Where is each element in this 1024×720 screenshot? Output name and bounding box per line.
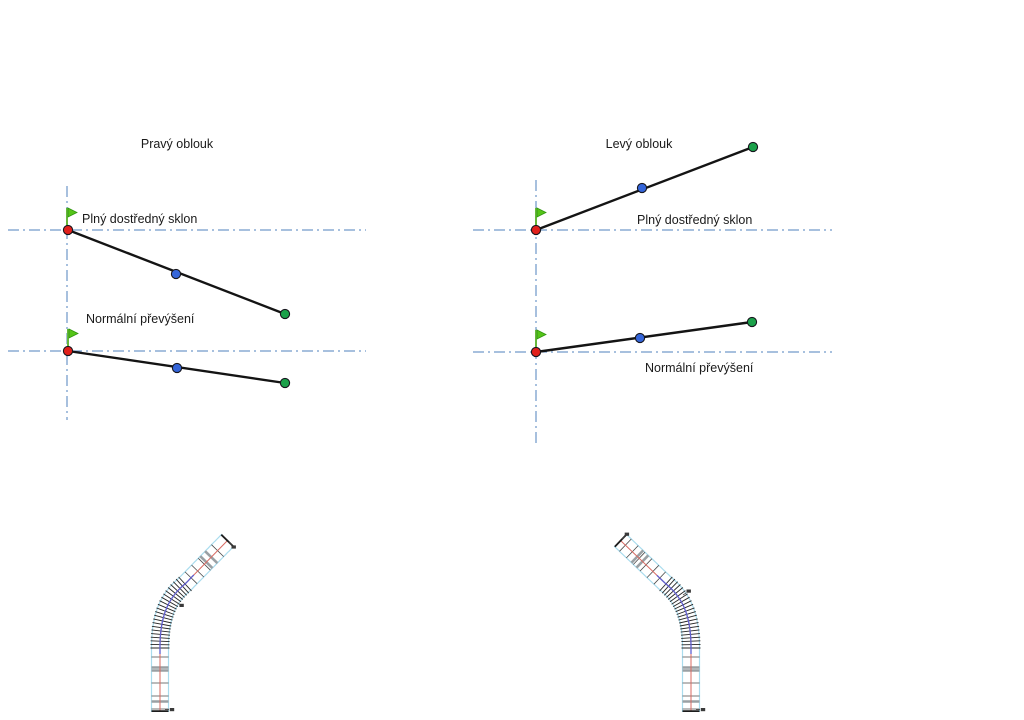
flag-pennant-icon: [536, 329, 547, 340]
road-edge-inner: [613, 545, 684, 712]
row-label: Normální převýšení: [86, 312, 195, 326]
start-grip-point[interactable]: [530, 224, 542, 236]
panel-title: Levý oblouk: [606, 137, 673, 151]
station-label-mark: [624, 532, 630, 536]
right-curve-panel-normal-crossfall: Normální převýšení: [8, 312, 366, 389]
station-label-mark: [686, 589, 691, 593]
station-label-mark: [179, 603, 184, 607]
flag-pennant-icon: [67, 207, 78, 218]
left-curve-panel-normal-crossfall: Normální převýšení: [473, 316, 832, 375]
end-grip-point[interactable]: [279, 377, 291, 389]
right-curve-panel-full-superelevation: Plný dostředný sklon: [8, 207, 366, 320]
road-edge-outer: [167, 545, 235, 712]
row-label: Plný dostředný sklon: [82, 212, 197, 226]
station-label-mark: [231, 545, 236, 549]
right-curve-panel: Pravý oblouk Plný dostředný sklon Normální…: [8, 137, 366, 420]
start-grip-point[interactable]: [62, 345, 74, 357]
start-grip-point[interactable]: [62, 224, 74, 236]
station-label-mark: [169, 708, 175, 712]
road-edge-inner: [150, 533, 223, 712]
row-label: Plný dostředný sklon: [637, 213, 752, 227]
start-grip-point[interactable]: [530, 346, 542, 358]
flag-pennant-icon: [536, 207, 547, 218]
flag-pennant-icon: [68, 328, 79, 339]
end-grip-point[interactable]: [279, 308, 291, 320]
mid-grip-point[interactable]: [170, 268, 182, 280]
row-label: Normální převýšení: [645, 361, 754, 375]
station-label-tick: [228, 541, 232, 546]
end-grip-point[interactable]: [747, 141, 759, 153]
station-label-tick: [682, 592, 687, 596]
plan-view-right-curve: [150, 533, 236, 712]
mid-grip-point[interactable]: [636, 182, 648, 194]
curve-transition-line: [656, 574, 692, 654]
mid-grip-point[interactable]: [171, 362, 183, 374]
station-label-tick: [621, 536, 626, 540]
mid-grip-point[interactable]: [634, 332, 646, 344]
end-grip-point[interactable]: [746, 316, 758, 328]
station-label-mark: [700, 708, 706, 712]
panel-title: Pravý oblouk: [141, 137, 214, 151]
curve-transition-line: [159, 574, 195, 654]
left-curve-panel: Levý oblouk Plný dostředný sklon Normální …: [473, 137, 832, 446]
plan-view-left-curve: [613, 532, 706, 712]
left-curve-panel-full-superelevation: Plný dostředný sklon: [473, 141, 832, 236]
station-label-tick: [175, 601, 180, 605]
